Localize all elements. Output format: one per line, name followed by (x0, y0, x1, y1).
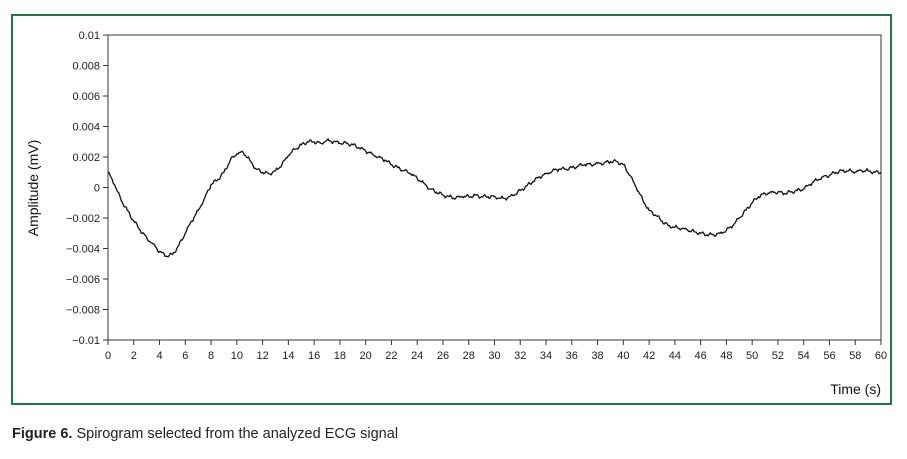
x-tick-label: 24 (411, 350, 423, 362)
x-tick-label: 10 (231, 350, 243, 362)
x-tick-label: 36 (566, 350, 578, 362)
x-tick-label: 46 (695, 350, 707, 362)
x-tick-label: 34 (540, 350, 552, 362)
x-tick-label: 40 (617, 350, 629, 362)
y-axis-label: Amplitude (mV) (25, 140, 41, 236)
x-tick-label: 6 (182, 350, 188, 362)
caption-text: Spirogram selected from the analyzed ECG… (72, 426, 399, 442)
y-tick-label: 0.002 (72, 152, 100, 164)
figure-caption: Figure 6. Spirogram selected from the an… (12, 426, 398, 442)
y-tick-label: −0.004 (66, 244, 100, 256)
y-tick-label: −0.002 (66, 213, 100, 225)
x-tick-label: 44 (669, 350, 681, 362)
x-tick-label: 20 (360, 350, 372, 362)
x-tick-label: 4 (156, 350, 162, 362)
x-tick-label: 14 (282, 350, 294, 362)
y-tick-label: 0.006 (72, 91, 100, 103)
plot-border (107, 34, 882, 341)
y-tick-label: 0.008 (72, 61, 100, 73)
x-tick-label: 52 (772, 350, 784, 362)
x-tick-label: 28 (463, 350, 475, 362)
x-tick-label: 56 (823, 350, 835, 362)
chart-marks (107, 138, 882, 258)
x-tick-label: 50 (746, 350, 758, 362)
x-tick-label: 32 (514, 350, 526, 362)
x-axis-label: Time (s) (830, 381, 881, 397)
x-tick-label: 30 (488, 350, 500, 362)
caption-label: Figure 6. (12, 426, 73, 442)
x-tick-label: 58 (849, 350, 861, 362)
x-tick-label: 2 (131, 350, 137, 362)
x-tick-label: 26 (437, 350, 449, 362)
line-chart: 0.01 0.008 0.006 0.004 0.002 0 −0.002 −0.004 −0.… (25, 30, 887, 397)
y-tick-label: 0 (94, 183, 100, 195)
x-tick-label: 0 (105, 350, 111, 362)
x-tick-label: 60 (875, 350, 887, 362)
x-tick-label: 22 (385, 350, 397, 362)
x-tick-label: 12 (256, 350, 268, 362)
y-tick-label: −0.01 (72, 335, 100, 347)
y-tick-label: 0.004 (72, 122, 100, 134)
x-tick-label: 18 (334, 350, 346, 362)
x-tick-label: 54 (798, 350, 810, 362)
x-tick-label: 8 (208, 350, 214, 362)
x-tick-label: 48 (720, 350, 732, 362)
x-tick-label: 38 (591, 350, 603, 362)
series-line (107, 138, 882, 258)
x-tick-label: 42 (643, 350, 655, 362)
x-tick-label: 16 (308, 350, 320, 362)
axes: 0.01 0.008 0.006 0.004 0.002 0 −0.002 −0.004 −0.… (66, 30, 887, 362)
y-tick-label: −0.008 (66, 305, 100, 317)
y-tick-label: −0.006 (66, 274, 100, 286)
y-tick-label: 0.01 (79, 30, 100, 42)
